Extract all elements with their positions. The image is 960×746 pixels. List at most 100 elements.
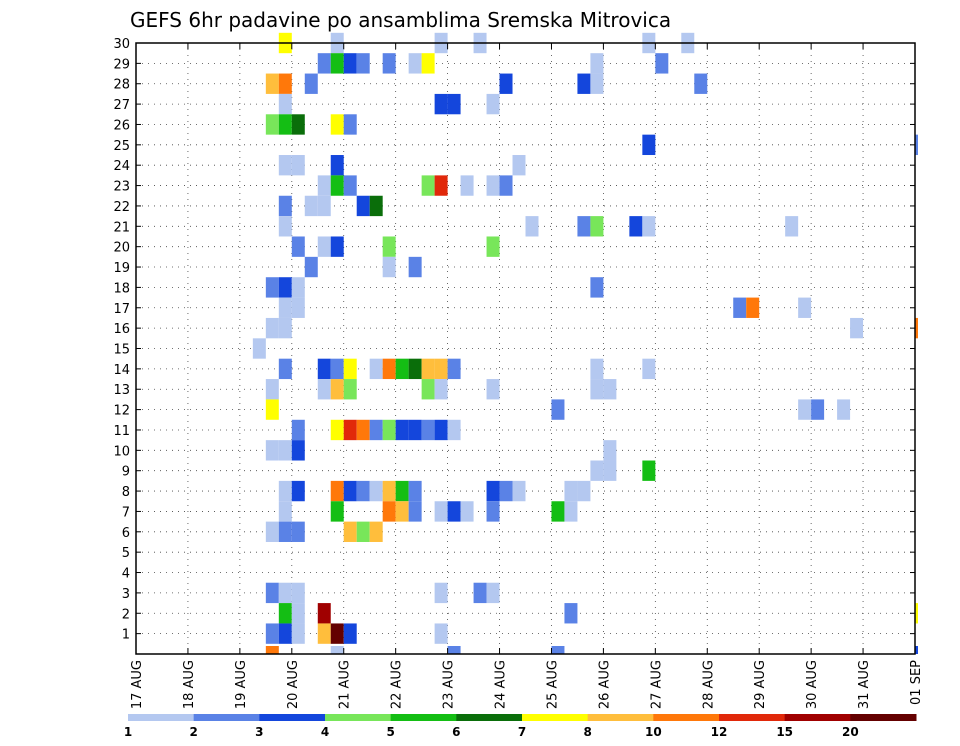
heatmap-cell	[434, 379, 448, 400]
heatmap-cell	[837, 399, 851, 420]
heatmap-cell	[408, 256, 422, 278]
heatmap-cell	[577, 216, 591, 237]
heatmap-cell	[265, 277, 279, 298]
heatmap-cell	[330, 646, 344, 654]
colorbar-label: 1	[124, 725, 132, 739]
heatmap-cell	[265, 379, 279, 400]
heatmap-cell	[629, 216, 643, 237]
x-tick-label: 22 AUG	[390, 660, 405, 709]
heatmap-cell	[382, 501, 396, 522]
heatmap-cell	[265, 623, 279, 644]
heatmap-cell	[304, 195, 318, 217]
heatmap-cell	[317, 379, 331, 400]
x-tick-label: 17 AUG	[130, 660, 145, 709]
heatmap-cell	[291, 521, 305, 542]
heatmap-cell	[551, 399, 565, 420]
heatmap-cell	[356, 480, 370, 502]
colorbar-label: 20	[842, 725, 859, 739]
heatmap-cell	[317, 195, 331, 217]
heatmap-cell	[460, 175, 474, 196]
heatmap-cell	[434, 582, 448, 604]
heatmap-cell	[642, 460, 656, 481]
colorbar-label: 12	[711, 725, 728, 739]
heatmap-cell	[915, 317, 918, 339]
heatmap-cell	[434, 501, 448, 522]
y-tick-label: 22	[113, 200, 130, 215]
heatmap-cell	[499, 480, 513, 502]
heatmap-cell	[330, 358, 344, 380]
heatmap-cell	[564, 603, 578, 624]
heatmap-cell	[512, 480, 526, 502]
heatmap-cell	[317, 623, 331, 644]
heatmap-cell	[395, 480, 409, 502]
heatmap-cell	[278, 93, 292, 115]
heatmap-cell	[434, 358, 448, 380]
y-tick-label: 20	[113, 241, 130, 256]
heatmap-cell	[486, 501, 500, 522]
heatmap-cell	[486, 93, 500, 115]
colorbar-segment	[193, 714, 260, 721]
heatmap-cell	[603, 460, 617, 481]
heatmap-cell	[343, 114, 357, 135]
y-axis-ticks: 1234567891011121314151617181920212223242…	[113, 37, 915, 643]
colorbar: 1 2 3 4 5 6 7 8 10 12 15 20	[124, 714, 917, 739]
heatmap-cell	[291, 480, 305, 502]
colorbar-segment	[784, 714, 851, 721]
colorbar-segment	[719, 714, 786, 721]
heatmap-cell	[278, 623, 292, 644]
heatmap-cell	[551, 501, 565, 522]
heatmap-cell	[421, 358, 435, 380]
heatmap-cell	[447, 419, 461, 441]
heatmap-cell	[278, 501, 292, 522]
y-tick-label: 2	[122, 607, 130, 622]
heatmap-cell	[590, 73, 604, 94]
colorbar-segment	[587, 714, 654, 721]
heatmap-cell	[330, 501, 344, 522]
x-tick-label: 20 AUG	[286, 660, 301, 709]
heatmap-cell	[421, 53, 435, 74]
heatmap-cell	[642, 216, 656, 237]
heatmap-cell	[434, 419, 448, 441]
x-tick-label: 01 SEP	[909, 660, 924, 705]
heatmap-cell	[330, 480, 344, 502]
heatmap-cell	[486, 480, 500, 502]
heatmap-cell	[590, 460, 604, 481]
colorbar-label: 7	[518, 725, 526, 739]
heatmap-cell	[382, 419, 396, 441]
heatmap-cell	[291, 114, 305, 135]
heatmap-cell	[317, 603, 331, 624]
y-tick-label: 16	[113, 322, 130, 337]
colorbar-label: 15	[776, 725, 793, 739]
y-tick-label: 4	[122, 567, 130, 582]
heatmap-cell	[330, 236, 344, 257]
heatmap-cell	[733, 297, 747, 318]
y-tick-label: 1	[122, 628, 130, 643]
heatmap-cell	[564, 480, 578, 502]
y-tick-label: 15	[113, 343, 130, 358]
heatmap-cell	[278, 114, 292, 135]
colorbar-segment	[522, 714, 589, 721]
x-tick-label: 26 AUG	[597, 660, 612, 709]
heatmap-cell	[278, 603, 292, 624]
data-cells	[252, 32, 918, 654]
x-tick-label: 19 AUG	[234, 660, 249, 709]
heatmap-cell	[460, 501, 474, 522]
heatmap-cell	[265, 582, 279, 604]
y-tick-label: 14	[113, 363, 130, 378]
heatmap-cell	[551, 646, 565, 654]
heatmap-cell	[577, 73, 591, 94]
heatmap-cell	[330, 53, 344, 74]
heatmap-cell	[382, 256, 396, 278]
heatmap-cell	[382, 480, 396, 502]
heatmap-cell	[343, 521, 357, 542]
x-tick-label: 30 AUG	[805, 660, 820, 709]
heatmap-cell	[330, 175, 344, 196]
heatmap-cell	[408, 419, 422, 441]
y-tick-label: 9	[122, 465, 130, 480]
heatmap-cell	[915, 646, 918, 654]
y-tick-label: 17	[113, 302, 130, 317]
y-tick-label: 3	[122, 587, 130, 602]
y-tick-label: 18	[113, 281, 130, 296]
heatmap-cell	[265, 73, 279, 94]
